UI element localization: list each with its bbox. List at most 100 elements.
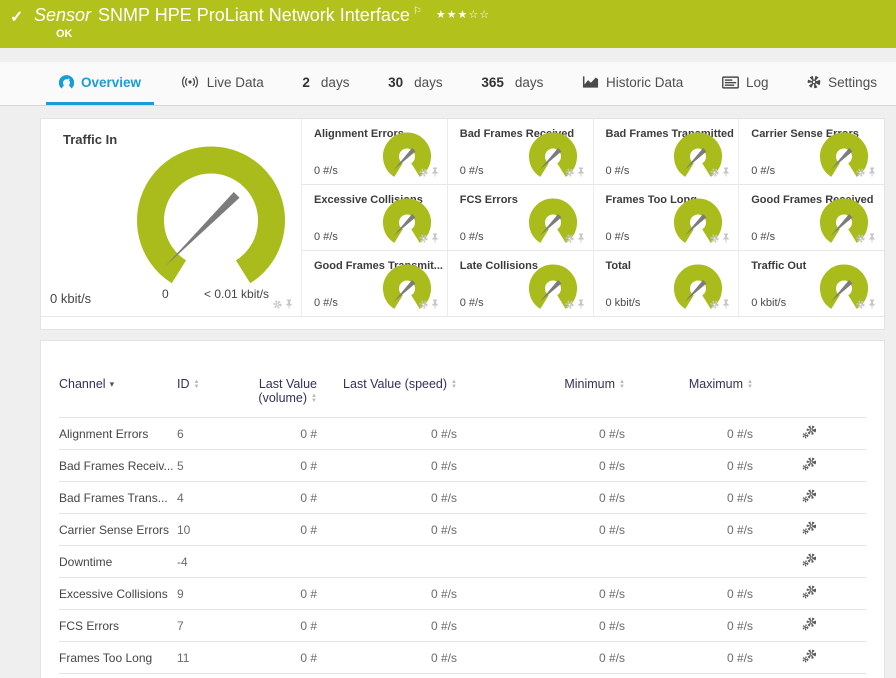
gear-icon[interactable]	[710, 296, 719, 314]
mini-gauge-cell[interactable]: Traffic Out 0 kbit/s	[738, 251, 884, 317]
cell-channel: Carrier Sense Errors	[59, 513, 177, 546]
channel-settings-icon[interactable]	[802, 425, 817, 442]
tab-historic-data[interactable]: Historic Data	[569, 62, 696, 105]
tab-overview[interactable]: Overview	[46, 62, 155, 105]
pin-icon[interactable]	[431, 164, 439, 182]
column-label: Channel	[59, 377, 106, 391]
column-header-maximum[interactable]: Maximum ▲ ▼	[629, 355, 757, 418]
mini-gauge-cell[interactable]: Good Frames Received 0 #/s	[738, 185, 884, 251]
pin-icon[interactable]	[722, 230, 730, 248]
tab-settings[interactable]: Settings	[794, 62, 890, 105]
cell-channel: Bad Frames Trans...	[59, 481, 177, 514]
channel-settings-icon[interactable]	[802, 489, 817, 506]
pin-icon[interactable]	[722, 296, 730, 314]
column-header-minimum[interactable]: Minimum ▲ ▼	[461, 355, 629, 418]
main-gauge-cell[interactable]: Traffic In 0 < 0.01 kbit/s 0 kbit/s	[41, 119, 301, 317]
cell-last-value-volume	[249, 545, 321, 578]
pin-icon[interactable]	[868, 164, 876, 182]
gear-icon[interactable]	[564, 164, 574, 182]
cell-minimum: 0 #/s	[461, 641, 629, 674]
tab-2-days[interactable]: 2 days	[289, 62, 362, 105]
gear-icon[interactable]	[419, 296, 428, 314]
mini-gauge-cell[interactable]: Carrier Sense Errors 0 #/s	[738, 119, 884, 185]
mini-gauge-cell[interactable]: Alignment Errors 0 #/s	[301, 119, 447, 185]
gear-icon[interactable]	[564, 296, 574, 314]
mini-gauge-cell[interactable]: Good Frames Transmit... 0 #/s	[301, 251, 447, 317]
column-header-last-value-speed-[interactable]: Last Value (speed) ▲ ▼	[321, 355, 461, 418]
cell-id: 3	[177, 673, 249, 678]
mini-gauge-title: FCS Errors	[459, 194, 518, 206]
channel-settings-icon[interactable]	[802, 457, 817, 474]
gear-icon[interactable]	[856, 230, 865, 248]
pin-icon[interactable]	[868, 296, 876, 314]
pin-icon[interactable]	[722, 164, 730, 182]
cell-channel: FCS Errors	[59, 609, 177, 642]
channel-settings-icon[interactable]	[802, 617, 817, 634]
priority-stars[interactable]: ★★★☆☆	[435, 9, 491, 21]
gear-icon[interactable]	[273, 296, 282, 314]
mini-gauge	[526, 196, 580, 251]
pin-icon[interactable]	[431, 230, 439, 248]
tab-label: days	[414, 74, 443, 90]
tab-log[interactable]: Log	[709, 62, 782, 105]
main-gauge-value: 0 kbit/s	[50, 291, 92, 306]
pin-icon[interactable]	[577, 296, 585, 314]
mini-gauge-cell[interactable]: Bad Frames Transmitted 0 #/s	[592, 119, 739, 185]
gear-icon[interactable]	[419, 164, 428, 182]
mini-gauge	[817, 196, 871, 251]
column-header-id[interactable]: ID ▲ ▼	[177, 355, 249, 418]
mini-gauge-cell[interactable]: FCS Errors 0 #/s	[446, 185, 593, 251]
cell-maximum: 0 #/s	[629, 481, 757, 514]
mini-gauge-value: 0 #/s	[459, 297, 484, 309]
cell-last-value-volume: 0 #	[249, 609, 321, 642]
mini-gauge	[380, 130, 434, 185]
pin-icon[interactable]	[868, 230, 876, 248]
mini-gauge	[817, 130, 871, 185]
sort-icon: ▲ ▼	[311, 392, 317, 404]
column-header-channel[interactable]: Channel ▾	[59, 355, 177, 418]
gauge-scale-max: < 0.01 kbit/s	[204, 287, 270, 301]
column-header-last-value-volume-[interactable]: Last Value (volume) ▲ ▼	[249, 355, 321, 418]
tab-live-data[interactable]: Live Data	[167, 62, 277, 105]
mini-gauge-value: 0 #/s	[751, 165, 776, 177]
gear-icon[interactable]	[856, 296, 865, 314]
mini-gauge-value: 0 #/s	[314, 165, 338, 177]
channel-settings-icon[interactable]	[802, 649, 817, 666]
cell-last-value-volume: 0 #	[249, 481, 321, 514]
mini-gauge-cell[interactable]: Total 0 kbit/s	[592, 251, 739, 317]
gear-icon[interactable]	[710, 230, 719, 248]
mini-gauge	[671, 262, 725, 317]
cell-minimum: 0 #/s	[461, 673, 629, 678]
mini-gauge-cell[interactable]: Frames Too Long 0 #/s	[592, 185, 739, 251]
channel-settings-icon[interactable]	[802, 585, 817, 602]
flag-icon[interactable]: ⚐	[412, 6, 422, 17]
pin-icon[interactable]	[577, 230, 585, 248]
tab-label: Live Data	[206, 74, 264, 90]
mini-gauge-cell[interactable]: Bad Frames Received 0 #/s	[446, 119, 593, 185]
mini-gauge-cell[interactable]: Late Collisions 0 #/s	[446, 251, 593, 317]
mini-gauge-title: Alignment Errors	[314, 128, 404, 140]
cell-last-value-speed	[321, 545, 461, 578]
table-row: Bad Frames Trans... 4 0 #0 #/s 0 #/s 0 #/s	[59, 481, 866, 514]
mini-gauge-cell[interactable]: Excessive Collisions 0 #/s	[301, 185, 447, 251]
channel-settings-icon[interactable]	[802, 553, 817, 570]
tab-30-days[interactable]: 30 days	[375, 62, 456, 105]
cell-minimum: 0 #/s	[461, 609, 629, 642]
pin-icon[interactable]	[285, 296, 293, 314]
cell-last-value-speed: 0 #/s	[321, 641, 461, 674]
cell-last-value-speed: 0 #/s	[321, 673, 461, 678]
tab-number: 365	[481, 74, 504, 90]
gear-icon[interactable]	[564, 230, 574, 248]
gear-icon[interactable]	[419, 230, 428, 248]
cell-last-value-speed: 0 #/s	[321, 513, 461, 546]
gear-icon[interactable]	[710, 164, 719, 182]
tab-bar: Overview Live Data 2 days 30 days 365 days Histo…	[0, 62, 896, 106]
pin-icon[interactable]	[431, 296, 439, 314]
cell-minimum: 0 #/s	[461, 481, 629, 514]
pin-icon[interactable]	[577, 164, 585, 182]
cell-minimum: 0 #/s	[461, 577, 629, 610]
tab-365-days[interactable]: 365 days	[468, 62, 556, 105]
gear-icon[interactable]	[856, 164, 865, 182]
sort-icon: ▲ ▼	[193, 378, 200, 390]
channel-settings-icon[interactable]	[802, 521, 817, 538]
